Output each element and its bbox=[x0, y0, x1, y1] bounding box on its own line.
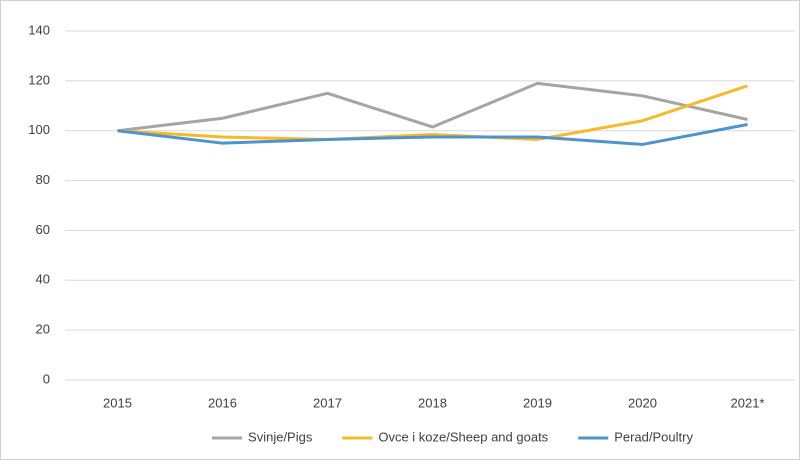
legend-label: Svinje/Pigs bbox=[248, 429, 313, 444]
y-tick-label: 40 bbox=[36, 272, 50, 287]
x-tick-label: 2021* bbox=[731, 395, 765, 410]
series-line bbox=[117, 84, 748, 141]
x-tick-label: 2020 bbox=[628, 395, 657, 410]
y-tick-label: 60 bbox=[36, 222, 50, 237]
y-tick-label: 140 bbox=[28, 22, 50, 37]
y-tick-label: 100 bbox=[28, 122, 50, 137]
series-line bbox=[117, 123, 748, 146]
legend-label: Perad/Poultry bbox=[614, 429, 693, 444]
x-tick-label: 2016 bbox=[208, 395, 237, 410]
x-tick-label: 2018 bbox=[418, 395, 447, 410]
x-tick-label: 2019 bbox=[523, 395, 552, 410]
y-tick-label: 80 bbox=[36, 172, 50, 187]
x-tick-label: 2017 bbox=[313, 395, 342, 410]
legend-label: Ovce i koze/Sheep and goats bbox=[378, 429, 548, 444]
y-tick-label: 20 bbox=[36, 322, 50, 337]
y-tick-label: 120 bbox=[28, 72, 50, 87]
y-tick-label: 0 bbox=[43, 371, 50, 386]
series-line bbox=[117, 81, 748, 133]
x-tick-label: 2015 bbox=[103, 395, 132, 410]
